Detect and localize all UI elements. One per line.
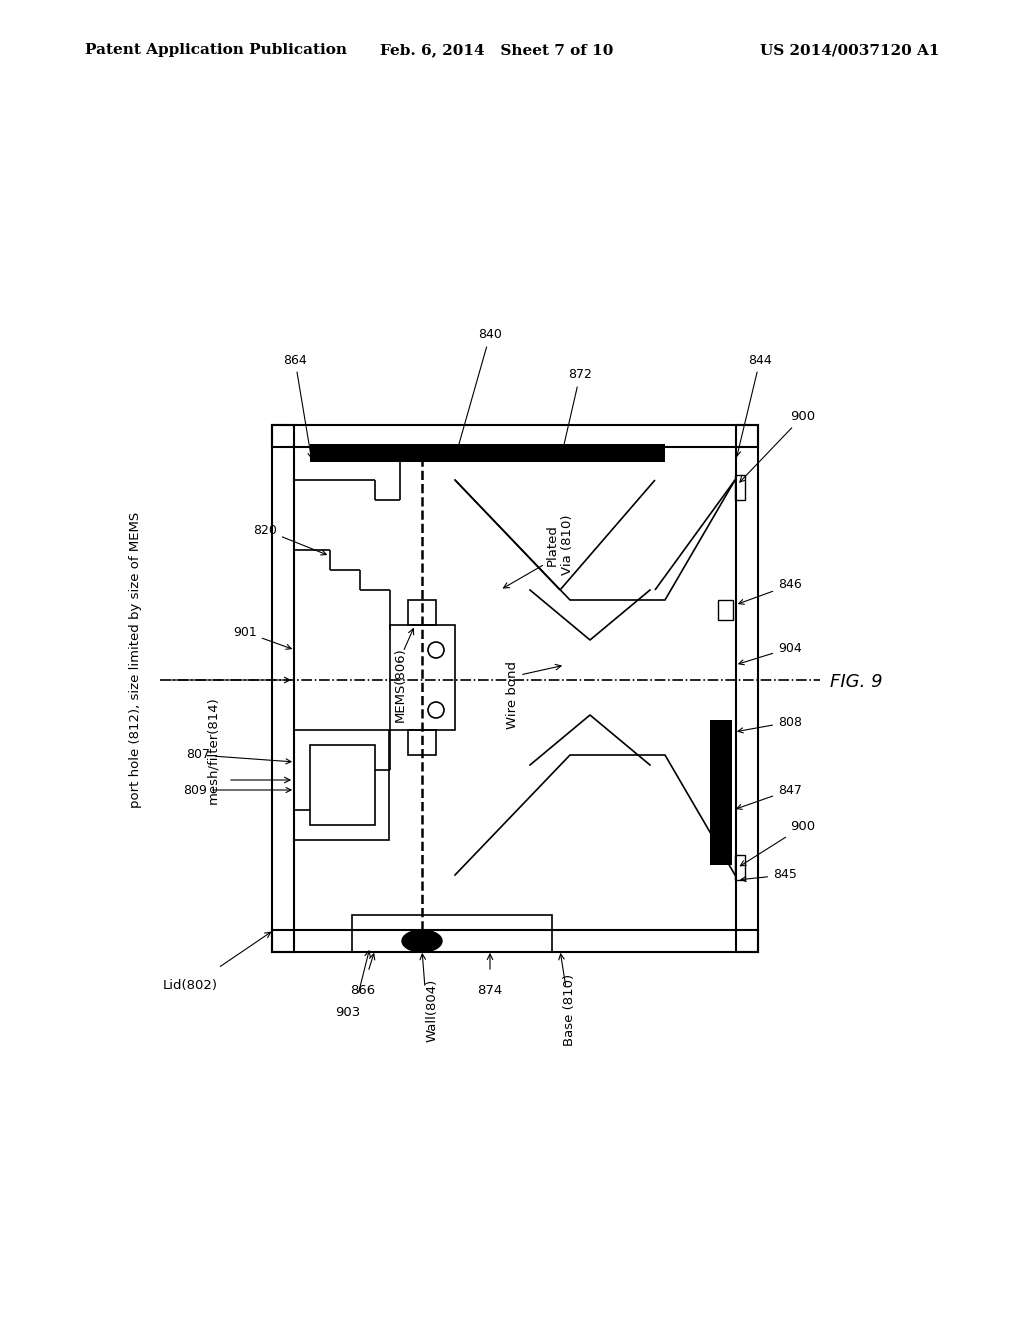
Text: 820: 820 bbox=[253, 524, 327, 554]
Text: 903: 903 bbox=[336, 1006, 360, 1019]
Text: 808: 808 bbox=[738, 715, 802, 733]
Text: 866: 866 bbox=[350, 983, 376, 997]
Text: 847: 847 bbox=[737, 784, 802, 809]
Text: 807: 807 bbox=[186, 748, 291, 764]
Bar bbox=[735, 855, 745, 880]
Bar bbox=[310, 444, 665, 462]
Ellipse shape bbox=[402, 931, 442, 952]
Text: 840: 840 bbox=[455, 329, 502, 454]
Text: 872: 872 bbox=[559, 368, 592, 458]
Text: 846: 846 bbox=[738, 578, 802, 605]
Bar bbox=[272, 425, 758, 447]
Text: MEMS(806): MEMS(806) bbox=[393, 648, 407, 722]
Text: 900: 900 bbox=[740, 820, 815, 866]
Bar bbox=[408, 730, 436, 755]
Text: FIG. 9: FIG. 9 bbox=[830, 673, 883, 690]
Bar bbox=[735, 475, 745, 500]
Text: port hole (812), size limited by size of MEMS: port hole (812), size limited by size of… bbox=[128, 512, 141, 808]
Text: 901: 901 bbox=[233, 626, 291, 649]
Text: Base (810): Base (810) bbox=[563, 974, 577, 1045]
Text: Feb. 6, 2014   Sheet 7 of 10: Feb. 6, 2014 Sheet 7 of 10 bbox=[380, 44, 613, 57]
Bar bbox=[718, 601, 733, 620]
Text: 874: 874 bbox=[477, 983, 503, 997]
Text: 844: 844 bbox=[735, 354, 772, 457]
Text: Wire bond: Wire bond bbox=[507, 661, 519, 729]
Text: mesh/filter(814): mesh/filter(814) bbox=[207, 696, 219, 804]
Bar bbox=[272, 931, 758, 952]
Text: Patent Application Publication: Patent Application Publication bbox=[85, 44, 347, 57]
Bar bbox=[408, 601, 436, 624]
Text: Lid(802): Lid(802) bbox=[163, 978, 217, 991]
Text: 904: 904 bbox=[739, 642, 802, 665]
Text: 845: 845 bbox=[741, 869, 797, 882]
Text: Wall(804): Wall(804) bbox=[426, 978, 438, 1041]
Bar bbox=[710, 719, 732, 865]
Text: US 2014/0037120 A1: US 2014/0037120 A1 bbox=[760, 44, 939, 57]
Text: 809: 809 bbox=[183, 784, 291, 796]
Bar bbox=[736, 425, 758, 952]
Bar bbox=[294, 730, 389, 840]
Bar bbox=[310, 744, 375, 825]
Text: Plated
Via (810): Plated Via (810) bbox=[546, 515, 574, 576]
Text: 864: 864 bbox=[283, 354, 313, 458]
Text: 900: 900 bbox=[739, 411, 815, 482]
Bar bbox=[352, 915, 552, 952]
Bar bbox=[390, 624, 455, 730]
Bar bbox=[272, 425, 294, 952]
